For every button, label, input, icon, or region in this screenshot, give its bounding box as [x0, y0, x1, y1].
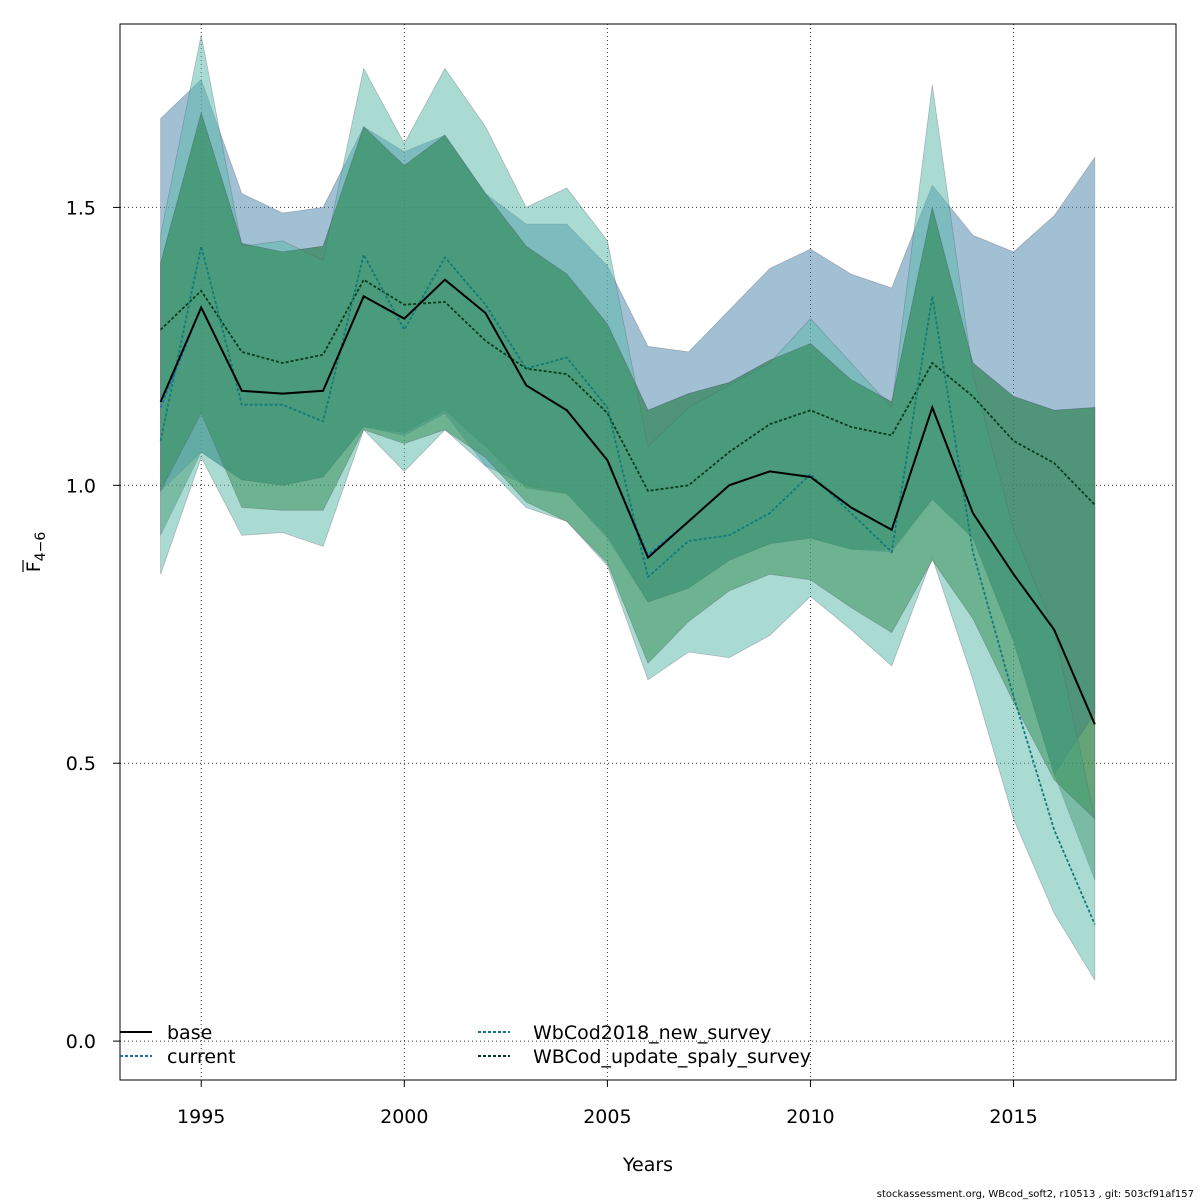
svg-text:F4−6: F4−6: [23, 532, 49, 573]
series-line-3: [159, 246, 1096, 925]
x-tick-label: 1995: [177, 1106, 225, 1128]
band-4: [160, 111, 1096, 820]
legend-label: base: [167, 1022, 212, 1044]
plot-frame: [119, 23, 1177, 1081]
x-axis: 1995 2000 2005 2010 2015: [177, 1080, 1038, 1128]
y-axis-title-main: F: [23, 561, 45, 572]
footer-credit: stockassessment.org, WBcod_soft2, r10513…: [877, 1189, 1194, 1200]
y-axis: 0.0 0.5 1.0 1.5: [66, 197, 120, 1053]
y-tick-label: 0.0: [66, 1031, 96, 1053]
x-tick-label: 2005: [583, 1106, 631, 1128]
legend-label: WBCod_update_spaly_survey: [533, 1046, 811, 1068]
x-axis-title: Years: [622, 1154, 673, 1176]
x-tick-label: 2010: [786, 1106, 834, 1128]
y-tick-label: 1.0: [66, 475, 96, 497]
y-axis-title: F4−6: [22, 532, 49, 573]
x-tick-label: 2015: [989, 1106, 1037, 1128]
y-axis-title-sub: 4−6: [33, 532, 49, 562]
y-tick-label: 1.5: [66, 197, 96, 219]
x-tick-label: 2000: [380, 1106, 428, 1128]
series-line-1: [159, 278, 1096, 725]
series-line-4: [159, 278, 1096, 506]
legend-label: current: [167, 1046, 236, 1068]
y-tick-label: 0.5: [66, 753, 96, 775]
legend-label: WbCod2018_new_survey: [533, 1022, 771, 1044]
series-lines: [159, 246, 1096, 925]
